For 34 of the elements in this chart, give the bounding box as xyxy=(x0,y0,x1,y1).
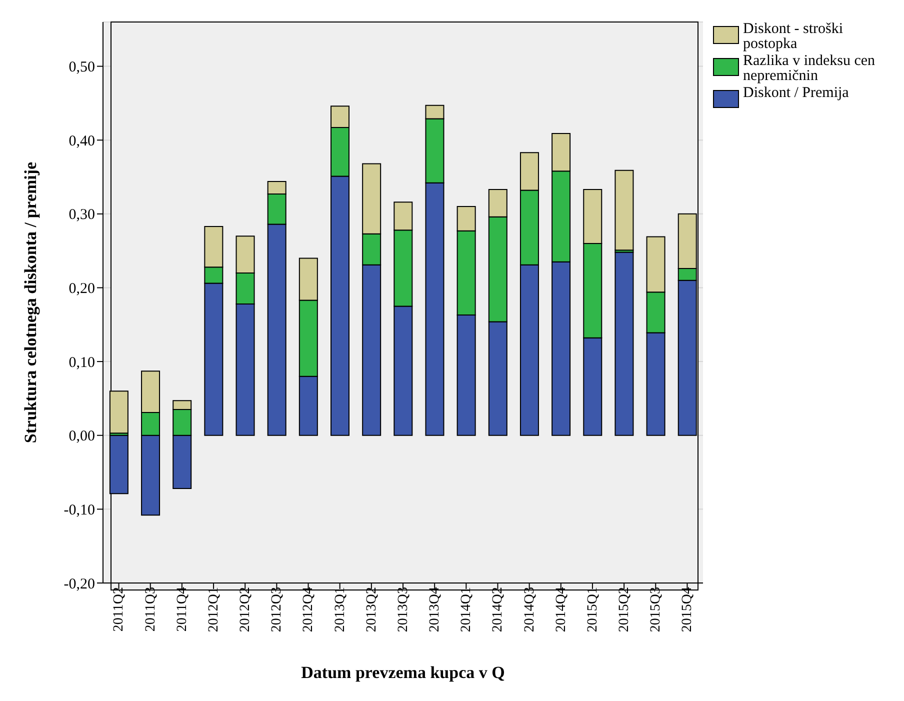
y-tick-label: -0,20 xyxy=(64,576,95,592)
x-tick-label: 2014Q2 xyxy=(490,587,506,632)
x-tick-label: 2013Q2 xyxy=(364,587,380,632)
x-tick-label: 2012Q2 xyxy=(238,587,254,632)
x-tick-label: 2013Q1 xyxy=(332,587,348,632)
legend-label: Diskont - stroški postopka xyxy=(743,21,844,52)
x-tick-label: 2011Q2 xyxy=(112,587,127,632)
legend-label: Diskont / Premija xyxy=(743,85,849,101)
legend-label: Razlika v indeksu cen nepremičnin xyxy=(743,53,876,84)
y-tick-label: -0,10 xyxy=(64,502,95,519)
x-axis-title: Datum prevzema kupca v Q xyxy=(301,663,505,682)
y-tick-label: 0,10 xyxy=(68,354,95,371)
x-tick-label: 2015Q2 xyxy=(616,587,632,632)
y-tick-label: 0,30 xyxy=(68,207,95,224)
bar xyxy=(614,170,634,251)
x-tick-label: 2015Q4 xyxy=(680,587,696,632)
x-tick-label: 2012Q4 xyxy=(301,587,316,632)
bar xyxy=(614,252,634,436)
x-tick-label: 2012Q1 xyxy=(206,587,222,632)
x-tick-label: 2012Q3 xyxy=(270,587,285,632)
x-tick-label: 2013Q3 xyxy=(396,587,411,632)
x-tick-label: 2015Q3 xyxy=(648,587,664,632)
y-tick-label: 0,20 xyxy=(68,281,95,298)
x-tick-label: 2014Q3 xyxy=(522,587,538,632)
x-tick-label: 2011Q4 xyxy=(174,587,190,632)
x-tick-label: 2014Q1 xyxy=(459,587,474,632)
y-tick-label: 0,50 xyxy=(68,60,95,76)
x-tick-label: 2011Q3 xyxy=(143,587,158,632)
x-tick-label: 2014Q4 xyxy=(554,587,569,632)
y-axis-title: Struktura celotnega diskonta / premije xyxy=(21,161,40,444)
y-tick-label: 0,40 xyxy=(68,133,95,150)
y-tick-label: 0,00 xyxy=(68,428,95,445)
x-tick-label: 2015Q1 xyxy=(585,587,600,632)
x-tick-label: 2013Q4 xyxy=(428,587,443,632)
